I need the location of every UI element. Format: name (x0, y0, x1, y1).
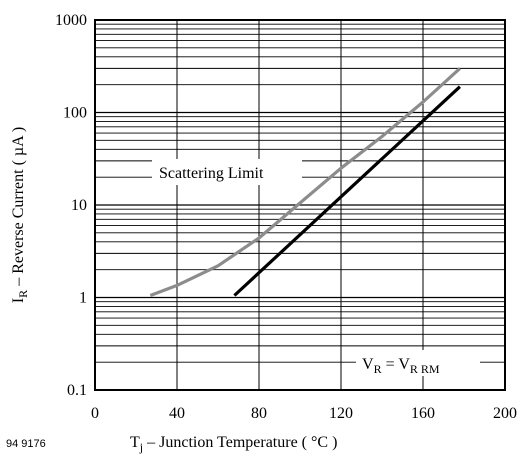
y-tick-label: 10 (71, 197, 87, 214)
grid-lines (95, 20, 505, 390)
vrrm-main: V (398, 356, 410, 373)
vr-vrrm-label: VR = VR RM (362, 356, 440, 376)
figure-id: 94 9176 (6, 438, 46, 450)
x-axis-title-rest: – Junction Temperature ( °C ) (143, 434, 337, 451)
y-tick-label: 1 (79, 290, 87, 307)
x-axis-title-main: T (130, 434, 140, 451)
y-axis-title-sub: R (16, 290, 30, 298)
scattering-limit-label: Scattering Limit (159, 165, 264, 182)
vr-main: V (362, 356, 374, 373)
series-reverse-current-line (233, 85, 461, 297)
x-tick-label: 80 (251, 405, 267, 422)
vr-eq: = (382, 356, 399, 373)
vr-sub: R (374, 362, 382, 376)
scattering-label-bg (152, 159, 302, 185)
x-axis-title: Tj – Junction Temperature ( °C ) (130, 434, 337, 454)
y-axis-title: IR – Reverse Current ( µA ) (10, 127, 30, 303)
x-tick-label: 160 (411, 405, 435, 422)
x-tick-labels: 0 40 80 120 160 200 (91, 405, 517, 422)
x-tick-label: 40 (169, 405, 185, 422)
y-axis-title-main: I (10, 298, 27, 303)
y-tick-labels: 0.1 1 10 100 1000 (55, 12, 87, 399)
y-tick-label: 1000 (55, 12, 87, 29)
y-tick-label: 100 (63, 105, 87, 122)
x-axis-title-sub: j (139, 440, 143, 454)
y-tick-label: 0.1 (67, 382, 87, 399)
x-tick-label: 200 (493, 405, 517, 422)
x-tick-label: 0 (91, 405, 99, 422)
y-axis-title-rest: – Reverse Current ( µA ) (10, 127, 27, 290)
plot-frame (94, 19, 506, 391)
vrrm-sub: R RM (410, 362, 440, 376)
x-tick-label: 120 (329, 405, 353, 422)
series-layer (149, 67, 461, 297)
vr-label-bg (356, 350, 480, 376)
series-scattering-limit-line (149, 67, 461, 297)
